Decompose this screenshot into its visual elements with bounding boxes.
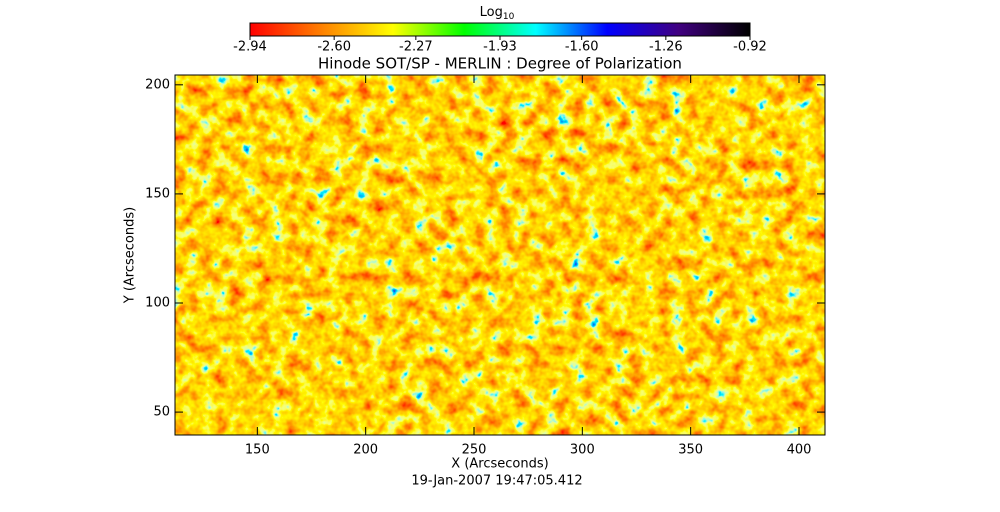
colorbar-tick-label: -2.27	[399, 40, 433, 55]
y-tick-label: 150	[145, 186, 170, 201]
y-axis-label: Y (Arcseconds)	[123, 207, 138, 304]
y-tick-label: 100	[145, 296, 170, 311]
footer-date: 19-Jan-2007 19:47:05.412	[411, 474, 582, 489]
plot-frame	[174, 74, 826, 436]
colorbar-title-base: Log	[480, 5, 503, 20]
colorbar-tick-label: -1.93	[483, 40, 517, 55]
x-tick-label: 200	[353, 443, 378, 458]
colorbar-tick-label: -2.94	[233, 40, 267, 55]
colorbar	[249, 22, 751, 37]
x-tick-label: 150	[245, 443, 270, 458]
colorbar-tick-label: -2.60	[317, 40, 351, 55]
y-tick-label: 200	[145, 77, 170, 92]
x-tick-label: 300	[570, 443, 595, 458]
x-tick-label: 400	[787, 443, 812, 458]
chart-title: Hinode SOT/SP - MERLIN : Degree of Polar…	[318, 55, 682, 73]
colorbar-tick-label: -1.60	[565, 40, 599, 55]
x-tick-label: 250	[462, 443, 487, 458]
colorbar-tick-label: -1.26	[649, 40, 683, 55]
colorbar-title: Log10	[480, 5, 515, 22]
y-tick-label: 50	[153, 405, 170, 420]
colorbar-tick-label: -0.92	[733, 40, 767, 55]
heatmap-texture	[175, 75, 825, 435]
x-tick-label: 350	[678, 443, 703, 458]
colorbar-title-subscript: 10	[503, 12, 515, 22]
heatmap-image	[175, 75, 825, 435]
x-axis-label: X (Arcseconds)	[451, 457, 548, 472]
